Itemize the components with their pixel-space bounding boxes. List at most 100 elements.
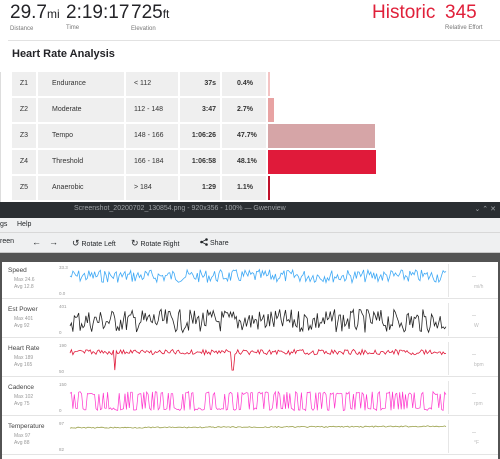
distance-value: 29.7: [10, 2, 47, 23]
elevation-unit: ft: [162, 7, 170, 21]
axis-tick-label: 190: [59, 343, 67, 348]
rotate-right-button[interactable]: ↻ Rotate Right: [131, 238, 179, 249]
axis-tick-label: 0.0: [59, 291, 66, 296]
zone-percent: 47.7%: [222, 124, 266, 148]
divider: [448, 303, 449, 336]
axis-tick-label: 50: [59, 369, 65, 374]
stream-row: Temperature Max 97 Avg 88 -- °F 97 82: [2, 418, 498, 455]
stream-trace: [69, 268, 447, 285]
rotate-right-icon: ↻: [131, 238, 139, 248]
axis-tick-label: 97: [59, 421, 65, 426]
stream-charts: [69, 268, 447, 429]
stream-name: Temperature: [8, 423, 45, 430]
stream-value: --: [472, 430, 476, 436]
stream-name: Cadence: [8, 384, 35, 391]
zone-row: Z4 Threshold 166 - 184 1:06:58 48.1%: [12, 150, 500, 174]
axis-tick-label: 82: [59, 447, 65, 452]
zone-row: Z2 Moderate 112 - 148 3:47 2.7%: [12, 98, 500, 122]
zone-percent: 48.1%: [222, 150, 266, 174]
rotate-left-button[interactable]: ↺ Rotate Left: [72, 238, 116, 249]
stream-trace: [69, 425, 447, 429]
stream-avg: Avg 92: [14, 323, 30, 329]
elevation-value: 725: [131, 2, 163, 23]
zone-percent: 2.7%: [222, 98, 266, 122]
divider: [448, 381, 449, 414]
divider: [0, 72, 1, 202]
zone-range: < 112: [126, 72, 178, 96]
zone-name: Anaerobic: [38, 176, 124, 200]
zone-number: Z3: [12, 124, 36, 148]
stream-avg: Avg 165: [14, 362, 33, 368]
relative-effort-stat[interactable]: 345 Relative Effort: [445, 2, 483, 31]
window-title: Screenshot_20200702_130854.png - 920x356…: [74, 205, 286, 212]
axis-tick-label: 0: [59, 330, 62, 335]
stream-name: Speed: [8, 267, 27, 274]
zone-time: 3:47: [180, 98, 220, 122]
back-button[interactable]: ←: [32, 237, 41, 247]
zone-name: Threshold: [38, 150, 124, 174]
zone-time: 1:06:58: [180, 150, 220, 174]
section-title: Heart Rate Analysis: [12, 48, 115, 60]
axis-tick-label: 0: [59, 408, 62, 413]
divider: [448, 420, 449, 453]
zone-number: Z4: [12, 150, 36, 174]
stream-unit: °F: [474, 440, 480, 446]
time-stat: 2:19:17 Time: [66, 2, 129, 31]
elevation-stat: 725ft Elevation: [131, 2, 169, 32]
zone-bar: [268, 176, 271, 200]
stream-unit: rpm: [474, 401, 483, 407]
share-button[interactable]: Share: [200, 238, 229, 247]
zone-number: Z1: [12, 72, 36, 96]
zone-number: Z5: [12, 176, 36, 200]
stream-unit: mi/h: [474, 284, 484, 290]
menu-item-settings[interactable]: gs: [0, 221, 8, 228]
zone-bar: [268, 124, 376, 148]
toolbar: reen ← → ↺ Rotate Left ↻ Rotate Right Sh…: [0, 233, 500, 253]
stream-row: Cadence Max 102 Avg 75 -- rpm 150 0: [2, 379, 498, 416]
stream-row: Heart Rate Max 189 Avg 165 -- bpm 190 50: [2, 340, 498, 377]
distance-label: Distance: [10, 26, 34, 32]
zone-time: 1:29: [180, 176, 220, 200]
zone-percent: 1.1%: [222, 176, 266, 200]
axis-tick-label: 33.3: [59, 265, 68, 270]
zone-range: 166 - 184: [126, 150, 178, 174]
axis-tick-label: 150: [59, 382, 67, 387]
relative-effort-value: 345: [445, 2, 477, 23]
distance-unit: mi: [46, 7, 60, 21]
zone-row: Z1 Endurance < 112 37s 0.4%: [12, 72, 500, 96]
stream-avg: Avg 12.8: [14, 284, 34, 290]
zone-time: 1:06:26: [180, 124, 220, 148]
stream-max: Max 97: [14, 433, 31, 439]
divider: [448, 342, 449, 375]
axis-tick-label: 401: [59, 304, 67, 309]
zone-name: Tempo: [38, 124, 124, 148]
stream-avg: Avg 75: [14, 401, 30, 407]
zone-number: Z2: [12, 98, 36, 122]
divider: [448, 264, 449, 297]
stream-max: Max 24.6: [14, 277, 35, 283]
time-value: 2:19:17: [66, 2, 130, 23]
elevation-label: Elevation: [131, 26, 156, 32]
zone-range: > 184: [126, 176, 178, 200]
stream-value: --: [472, 313, 476, 319]
stream-max: Max 401: [14, 316, 34, 322]
window-titlebar[interactable]: Screenshot_20200702_130854.png - 920x356…: [0, 202, 500, 218]
zone-row: Z5 Anaerobic > 184 1:29 1.1%: [12, 176, 500, 200]
stream-name: Heart Rate: [8, 345, 40, 352]
zone-name: Endurance: [38, 72, 124, 96]
stream-trace: [69, 390, 447, 412]
stream-charts-panel: Speed Max 24.6 Avg 12.8 -- mi/h 33.3 0.0 Est Po…: [2, 262, 498, 459]
forward-button[interactable]: →: [49, 237, 58, 247]
window-controls[interactable]: ⌄ ⌃ ✕: [474, 206, 497, 213]
share-label: Share: [209, 240, 229, 247]
stream-value: --: [472, 274, 476, 280]
zone-range: 148 - 166: [126, 124, 178, 148]
zone-percent: 0.4%: [222, 72, 266, 96]
stream-unit: W: [474, 323, 479, 329]
menu-item-help[interactable]: Help: [17, 221, 32, 228]
rotate-left-label: Rotate Left: [81, 241, 116, 248]
stream-value: --: [472, 352, 476, 358]
stream-avg: Avg 88: [14, 440, 30, 446]
zone-bar: [268, 72, 270, 96]
fullscreen-button[interactable]: reen: [0, 238, 15, 245]
